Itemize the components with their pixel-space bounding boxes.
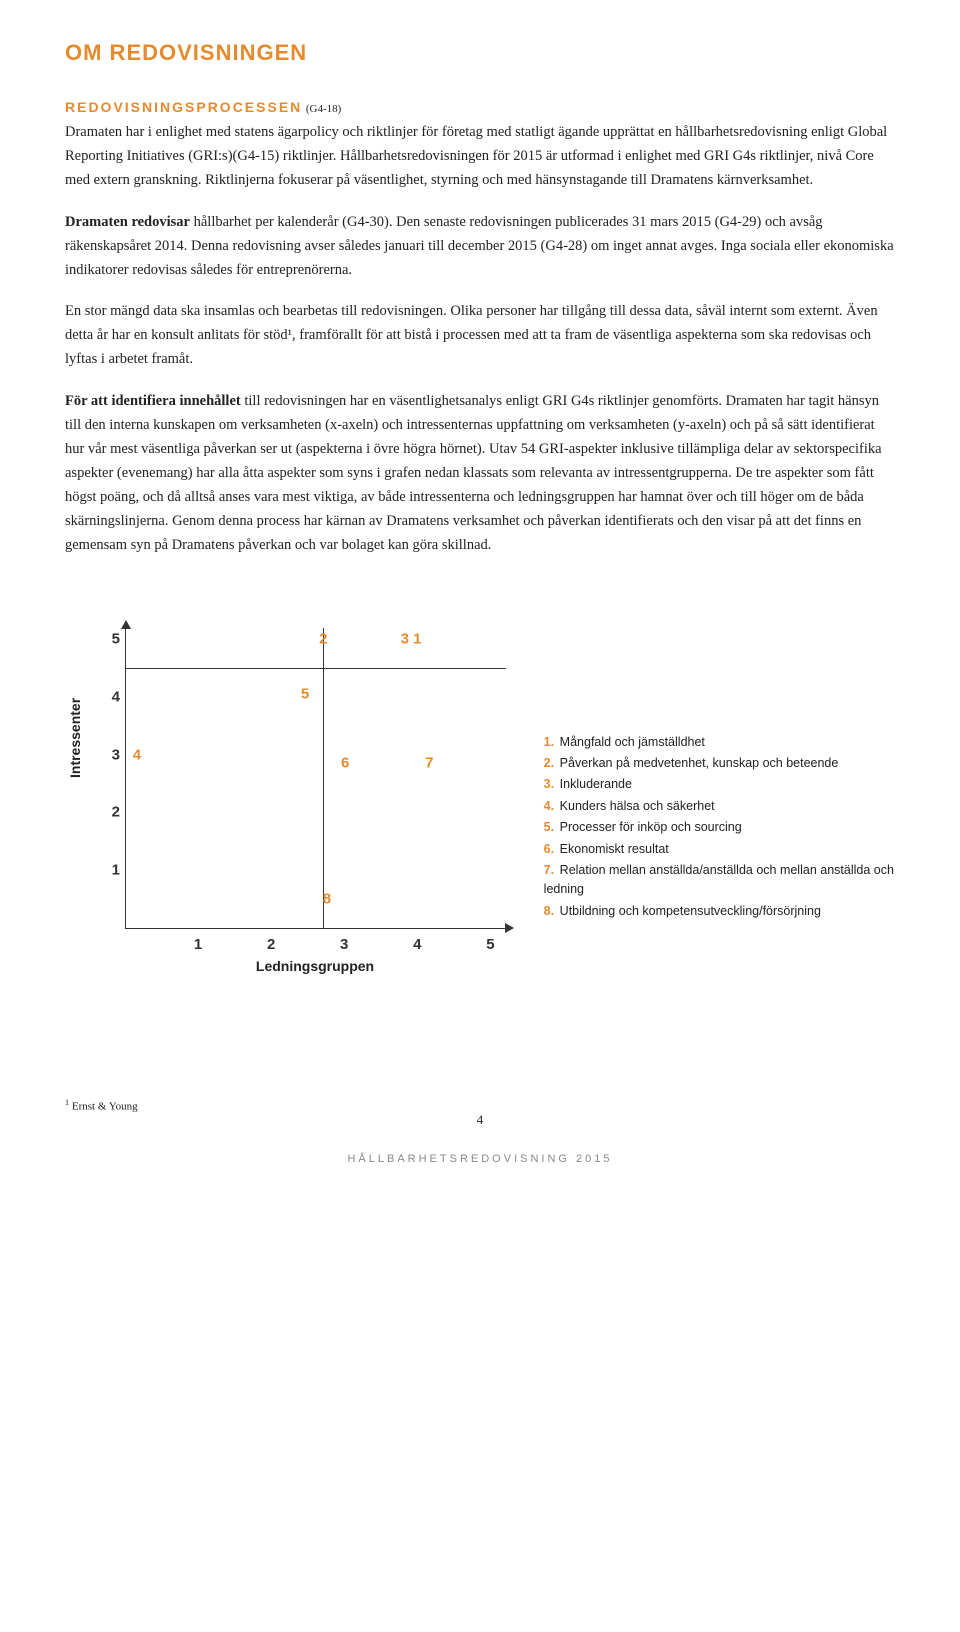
legend-item: 3.Inkluderande — [544, 775, 895, 794]
paragraph-2: Dramaten redovisar hållbarhet per kalend… — [65, 211, 895, 283]
legend-item-number: 1. — [544, 733, 560, 752]
legend-item: 7.Relation mellan anställda/anställda oc… — [544, 861, 895, 900]
y-tick-label: 2 — [105, 804, 120, 821]
y-axis-arrow-icon — [121, 620, 131, 629]
legend-item: 5.Processer för inköp och sourcing — [544, 818, 895, 837]
x-axis-label: Ledningsgruppen — [125, 958, 505, 974]
legend-item-text: Inkluderande — [560, 777, 632, 791]
legend-item-number: 7. — [544, 861, 560, 880]
legend-item: 4.Kunders hälsa och säkerhet — [544, 797, 895, 816]
y-tick-label: 4 — [105, 688, 120, 705]
footnote: 1 Ernst & Young — [65, 1098, 895, 1113]
legend-item-text: Ekonomiskt resultat — [560, 842, 669, 856]
legend-item-number: 8. — [544, 902, 560, 921]
paragraph-1: REDOVISNINGSPROCESSEN (G4-18) Dramaten h… — [65, 96, 895, 193]
x-tick-label: 2 — [267, 936, 275, 953]
chart-legend: 1.Mångfald och jämställdhet2.Påverkan på… — [544, 733, 895, 923]
x-tick-label: 5 — [486, 936, 494, 953]
x-tick-label: 1 — [194, 936, 202, 953]
legend-item-text: Relation mellan anställda/anställda och … — [544, 863, 894, 896]
legend-item: 2.Påverkan på medvetenhet, kunskap och b… — [544, 754, 895, 773]
y-tick-label: 5 — [105, 631, 120, 648]
legend-item-number: 3. — [544, 775, 560, 794]
footnote-text: Ernst & Young — [69, 1100, 137, 1112]
plot-area: 2 3 1 5 4 6 7 8 — [125, 628, 506, 929]
legend-item-text: Kunders hälsa och säkerhet — [560, 799, 715, 813]
subhead-code: (G4-18) — [306, 103, 341, 115]
para1-text: Dramaten har i enlighet med statens ägar… — [65, 124, 887, 188]
x-tick-label: 3 — [340, 936, 348, 953]
reference-line-vertical — [323, 628, 324, 928]
data-point: 6 — [341, 755, 349, 772]
y-axis-label: Intressenter — [67, 698, 83, 778]
para4-bold: För att identifiera innehållet — [65, 393, 241, 409]
legend-item-number: 5. — [544, 818, 560, 837]
data-point: 5 — [301, 686, 309, 703]
legend-item-text: Påverkan på medvetenhet, kunskap och bet… — [560, 756, 839, 770]
data-point: 3 1 — [401, 631, 422, 648]
legend-item-number: 6. — [544, 840, 560, 859]
data-point: 7 — [425, 755, 433, 772]
legend-item: 8.Utbildning och kompetensutveckling/för… — [544, 902, 895, 921]
paragraph-3: En stor mängd data ska insamlas och bear… — [65, 300, 895, 372]
section-subhead: REDOVISNINGSPROCESSEN — [65, 99, 302, 115]
page-number: 4 — [65, 1112, 895, 1128]
legend-item-number: 2. — [544, 754, 560, 773]
legend-item-number: 4. — [544, 797, 560, 816]
x-axis-arrow-icon — [505, 923, 514, 933]
data-point: 4 — [133, 746, 141, 763]
page-title: OM REDOVISNINGEN — [65, 40, 895, 66]
legend-item: 6.Ekonomiskt resultat — [544, 840, 895, 859]
legend-item: 1.Mångfald och jämställdhet — [544, 733, 895, 752]
materiality-chart-region: 2 3 1 5 4 6 7 8 Intressenter Ledningsgruppen 1… — [65, 618, 895, 978]
y-tick-label: 3 — [105, 746, 120, 763]
scatter-chart: 2 3 1 5 4 6 7 8 Intressenter Ledningsgruppen 1… — [65, 618, 524, 978]
y-tick-label: 1 — [105, 861, 120, 878]
data-point: 2 — [319, 631, 327, 648]
legend-item-text: Utbildning och kompetensutveckling/försö… — [560, 904, 821, 918]
footer-text: HÅLLBARHETSREDOVISNING 2015 — [65, 1153, 895, 1165]
x-tick-label: 4 — [413, 936, 421, 953]
para2-text: hållbarhet per kalenderår (G4-30). Den s… — [65, 214, 894, 278]
data-point: 8 — [323, 890, 331, 907]
paragraph-4: För att identifiera innehållet till redo… — [65, 390, 895, 557]
para4-text: till redovisningen har en väsentlighetsa… — [65, 393, 882, 553]
legend-item-text: Processer för inköp och sourcing — [560, 820, 742, 834]
para2-bold: Dramaten redovisar — [65, 214, 190, 230]
reference-line-horizontal — [126, 668, 506, 669]
legend-item-text: Mångfald och jämställdhet — [560, 735, 705, 749]
